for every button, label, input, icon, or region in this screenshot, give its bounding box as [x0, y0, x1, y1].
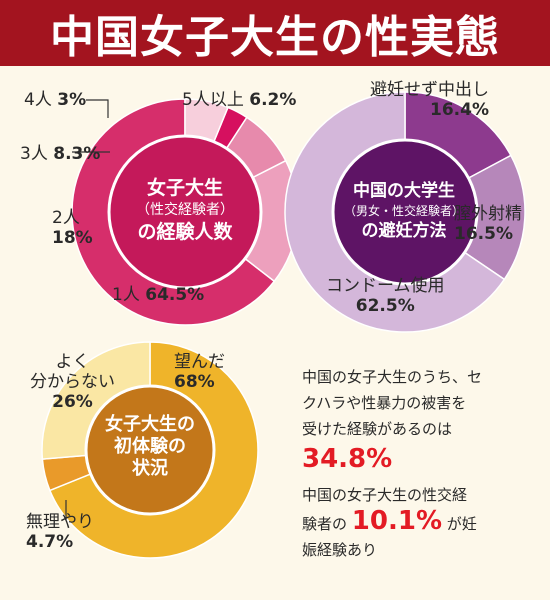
pie1-center-title: 女子大生 （性交経験者） の経験人数	[118, 176, 252, 244]
pie2-label-1-name: 避妊せず中出し	[370, 80, 489, 100]
pie2-label-3-name: コンドーム使用	[326, 276, 445, 296]
stat2-pre: 験者の	[302, 515, 348, 533]
pie1-label-3-value: 8.3%	[53, 144, 101, 164]
pie3-label-1: 望んだ 68%	[174, 352, 225, 392]
pie1-label-3-name: 3人	[20, 144, 48, 164]
pie3-label-2-name: 無理やり	[26, 512, 94, 532]
pie3-label-3: よく 分からない 26%	[30, 352, 115, 412]
stat2-post: が妊	[446, 515, 477, 533]
stat2-line1: 中国の女子大生の性交経	[302, 486, 468, 504]
pie3-center-title: 女子大生の 初体験の 状況	[90, 414, 210, 480]
pie-charts	[41, 91, 526, 559]
pie2-label-1-value: 16.4%	[430, 100, 489, 120]
pie1-label-4-value: 3%	[57, 90, 87, 110]
pie2-label-2-value: 16.5%	[454, 224, 513, 244]
pie1-label-5: 5人以上 6.2%	[182, 90, 296, 110]
pie2-title-line2: （男女・性交経験者）	[343, 204, 464, 218]
pie1-label-5-value: 6.2%	[249, 90, 297, 110]
pie1-label-2: 2人 18%	[52, 208, 93, 248]
pie1-label-1: 1人 64.5%	[112, 285, 204, 305]
pie3-center-disc	[84, 384, 216, 516]
pie1-title-line2: （性交経験者）	[136, 202, 234, 218]
pie3-label-2: 無理やり 4.7%	[26, 512, 94, 552]
pie1-leader-4	[86, 99, 109, 118]
pie2-label-3-value: 62.5%	[355, 296, 415, 316]
pie2-title-line3: の避妊方法	[361, 221, 447, 241]
pie-experience-count	[71, 98, 299, 326]
pie1-label-4: 4人 3%	[24, 90, 86, 110]
stat1-line3: 受けた経験があるのは	[302, 420, 453, 438]
page-title: 中国女子大生の性実態	[0, 0, 550, 66]
pie1-label-3: 3人 8.3%	[20, 144, 100, 164]
stat-harassment: 中国の女子大生のうち、セ クハラや性暴力の被害を 受けた経験があるのは 34.8…	[302, 364, 482, 476]
stat1-value: 34.8%	[302, 444, 393, 474]
pie2-label-2: 膣外射精 16.5%	[454, 204, 522, 244]
stat1-line2: クハラや性暴力の被害を	[302, 394, 467, 412]
pie2-label-3: コンドーム使用 62.5%	[326, 276, 445, 316]
pie-first-experience	[41, 341, 259, 559]
pie2-title-line1: 中国の大学生	[353, 181, 455, 201]
pie1-label-2-name: 2人	[52, 208, 80, 228]
pie3-label-1-value: 68%	[174, 372, 215, 392]
pie-contraception	[284, 91, 526, 333]
pie1-label-1-name: 1人	[112, 285, 140, 305]
stat2-value: 10.1%	[351, 506, 442, 536]
pie3-label-3-name1: よく	[55, 352, 90, 372]
pie1-label-4-name: 4人	[24, 90, 52, 110]
stat2-line3: 娠経験あり	[302, 541, 378, 559]
pie3-label-3-value: 26%	[52, 392, 93, 412]
pie3-label-1-name: 望んだ	[174, 352, 225, 372]
pie1-label-2-value: 18%	[52, 228, 93, 248]
stat-pregnancy: 中国の女子大生の性交経 験者の 10.1% が妊 娠経験あり	[302, 482, 477, 563]
pie3-label-2-value: 4.7%	[26, 532, 74, 552]
stat1-line1: 中国の女子大生のうち、セ	[302, 368, 483, 386]
pie1-title-line1: 女子大生	[146, 177, 223, 199]
pie2-label-2-name: 膣外射精	[454, 204, 522, 224]
pie1-title-line3: の経験人数	[137, 221, 233, 243]
pie2-center-disc	[331, 138, 479, 286]
pie3-label-3-name2: 分からない	[30, 372, 115, 392]
pie3-title-line1: 女子大生の	[105, 414, 195, 435]
pie2-label-1: 避妊せず中出し 16.4%	[370, 80, 489, 120]
pie3-title-line3: 状況	[132, 458, 168, 479]
pie3-title-line2: 初体験の	[114, 436, 186, 457]
pie2-center-title: 中国の大学生 （男女・性交経験者） の避妊方法	[334, 180, 474, 242]
pie1-label-1-value: 64.5%	[145, 285, 205, 305]
pie1-label-5-name: 5人以上	[182, 90, 244, 110]
pie1-center-disc	[107, 134, 263, 290]
